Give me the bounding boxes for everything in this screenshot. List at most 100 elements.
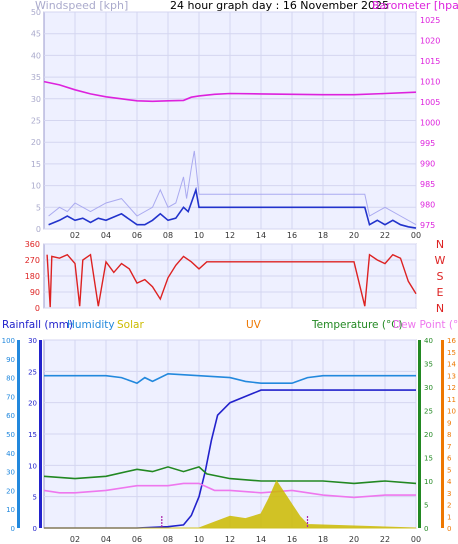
baro-right-tick: 975 bbox=[420, 221, 435, 230]
chart-title: 24 hour graph day : 16 November 2025 bbox=[170, 0, 389, 12]
humidity-tick: 90 bbox=[6, 356, 15, 364]
temp-tick: 35 bbox=[424, 361, 433, 369]
uv-tick: 15 bbox=[447, 349, 456, 357]
baro-right-tick: 1005 bbox=[420, 98, 440, 107]
temp-tick: 10 bbox=[424, 478, 433, 486]
uv-tick: 11 bbox=[447, 396, 456, 404]
wind-x-tick: 18 bbox=[318, 231, 328, 240]
temp-tick: 20 bbox=[424, 431, 433, 439]
rain-x-tick: 12 bbox=[225, 535, 235, 544]
baro-right-tick: 990 bbox=[420, 159, 435, 168]
humidity-tick: 40 bbox=[6, 450, 15, 458]
temp-tick: 25 bbox=[424, 408, 433, 416]
direction-ticks: 360 270 180 90 0 bbox=[25, 240, 40, 313]
humidity-tick: 70 bbox=[6, 393, 15, 401]
rain-tick: 10 bbox=[28, 462, 37, 470]
humidity-tick: 0 bbox=[11, 525, 15, 533]
legend-item: UV bbox=[246, 319, 262, 331]
wind-grid bbox=[44, 11, 417, 230]
rain-x-tick: 08 bbox=[163, 535, 173, 544]
rain-tick: 15 bbox=[28, 431, 37, 439]
rain-x-tick: 02 bbox=[70, 535, 80, 544]
rain-x-tick: 00 bbox=[411, 535, 421, 544]
legend-item: Temperature (°C) bbox=[311, 319, 403, 331]
rain-series bbox=[43, 372, 417, 529]
wind-left-tick: 40 bbox=[31, 51, 41, 60]
rain-tick: 30 bbox=[28, 337, 37, 345]
humidity-tick: 80 bbox=[6, 375, 15, 383]
wind-x-tick: 20 bbox=[349, 231, 359, 240]
rain-x-ticks: 02 04 06 08 10 12 14 16 18 20 22 00 bbox=[70, 535, 421, 544]
rain-x-tick: 10 bbox=[194, 535, 204, 544]
legend-item: Dew Point (°C) bbox=[393, 319, 458, 331]
direction-tick: 0 bbox=[35, 304, 40, 313]
windspeed-line bbox=[48, 186, 417, 229]
baro-right-tick: 995 bbox=[420, 139, 435, 148]
legend-item: Rainfall (mm) bbox=[2, 319, 73, 331]
wind-left-ticks: 0 5 10 15 20 25 30 35 40 45 50 bbox=[31, 8, 41, 234]
wind-left-tick: 25 bbox=[31, 117, 41, 126]
uv-tick: 4 bbox=[447, 478, 452, 486]
wind-x-ticks: 02 04 06 08 10 12 14 16 18 20 22 00 bbox=[70, 231, 421, 240]
uv-tick: 5 bbox=[447, 466, 451, 474]
uv-tick: 16 bbox=[447, 337, 456, 345]
direction-tick: 360 bbox=[25, 240, 40, 249]
direction-letter: S bbox=[437, 270, 444, 283]
wind-x-tick: 04 bbox=[101, 231, 111, 240]
wind-x-tick: 22 bbox=[380, 231, 390, 240]
wind-x-tick: 14 bbox=[256, 231, 266, 240]
wind-left-tick: 35 bbox=[31, 73, 41, 82]
baro-right-tick: 1015 bbox=[420, 57, 440, 66]
wind-x-tick: 02 bbox=[70, 231, 80, 240]
wind-left-tick: 20 bbox=[31, 138, 41, 147]
humidity-tick: 50 bbox=[6, 431, 15, 439]
uv-axis-bar bbox=[441, 340, 444, 528]
solar-area bbox=[44, 479, 417, 529]
direction-tick: 270 bbox=[25, 256, 40, 265]
direction-tick: 180 bbox=[25, 272, 40, 281]
temp-tick: 30 bbox=[424, 384, 433, 392]
rain-x-tick: 16 bbox=[287, 535, 297, 544]
wind-left-tick: 30 bbox=[31, 95, 41, 104]
wind-left-tick: 0 bbox=[36, 225, 41, 234]
wind-x-tick: 16 bbox=[287, 231, 297, 240]
rain-x-tick: 04 bbox=[101, 535, 111, 544]
rain-x-tick: 20 bbox=[349, 535, 359, 544]
uv-tick: 0 bbox=[447, 525, 451, 533]
legend-item: Humidity bbox=[67, 319, 115, 331]
uv-tick: 8 bbox=[447, 431, 451, 439]
humidity-axis-bar bbox=[17, 340, 20, 528]
humidity-line bbox=[44, 372, 416, 385]
windgust-line bbox=[48, 150, 417, 226]
direction-tick: 90 bbox=[30, 288, 40, 297]
rain-tick: 25 bbox=[28, 368, 37, 376]
uv-tick: 2 bbox=[447, 502, 451, 510]
rain-tick: 20 bbox=[28, 400, 37, 408]
temp-axis-bar bbox=[418, 340, 421, 528]
rain-x-tick: 14 bbox=[256, 535, 266, 544]
barometer-axis-label: Barometer [hpa] bbox=[372, 0, 458, 12]
direction-series bbox=[46, 253, 417, 308]
direction-letter: W bbox=[435, 254, 446, 267]
uv-tick: 10 bbox=[447, 408, 456, 416]
humidity-tick: 30 bbox=[6, 469, 15, 477]
uv-tick: 9 bbox=[447, 419, 451, 427]
humidity-tick: 20 bbox=[6, 487, 15, 495]
uv-tick: 12 bbox=[447, 384, 456, 392]
wind-left-tick: 15 bbox=[31, 160, 41, 169]
rain-x-tick: 06 bbox=[132, 535, 142, 544]
baro-right-tick: 980 bbox=[420, 200, 435, 209]
wind-x-tick: 00 bbox=[411, 231, 421, 240]
temp-tick: 0 bbox=[424, 525, 428, 533]
rain-tick: 5 bbox=[33, 494, 37, 502]
legend-item: Solar bbox=[117, 319, 144, 331]
barometer-line bbox=[43, 80, 417, 103]
wind-x-tick: 08 bbox=[163, 231, 173, 240]
rainfall-line bbox=[44, 389, 416, 529]
